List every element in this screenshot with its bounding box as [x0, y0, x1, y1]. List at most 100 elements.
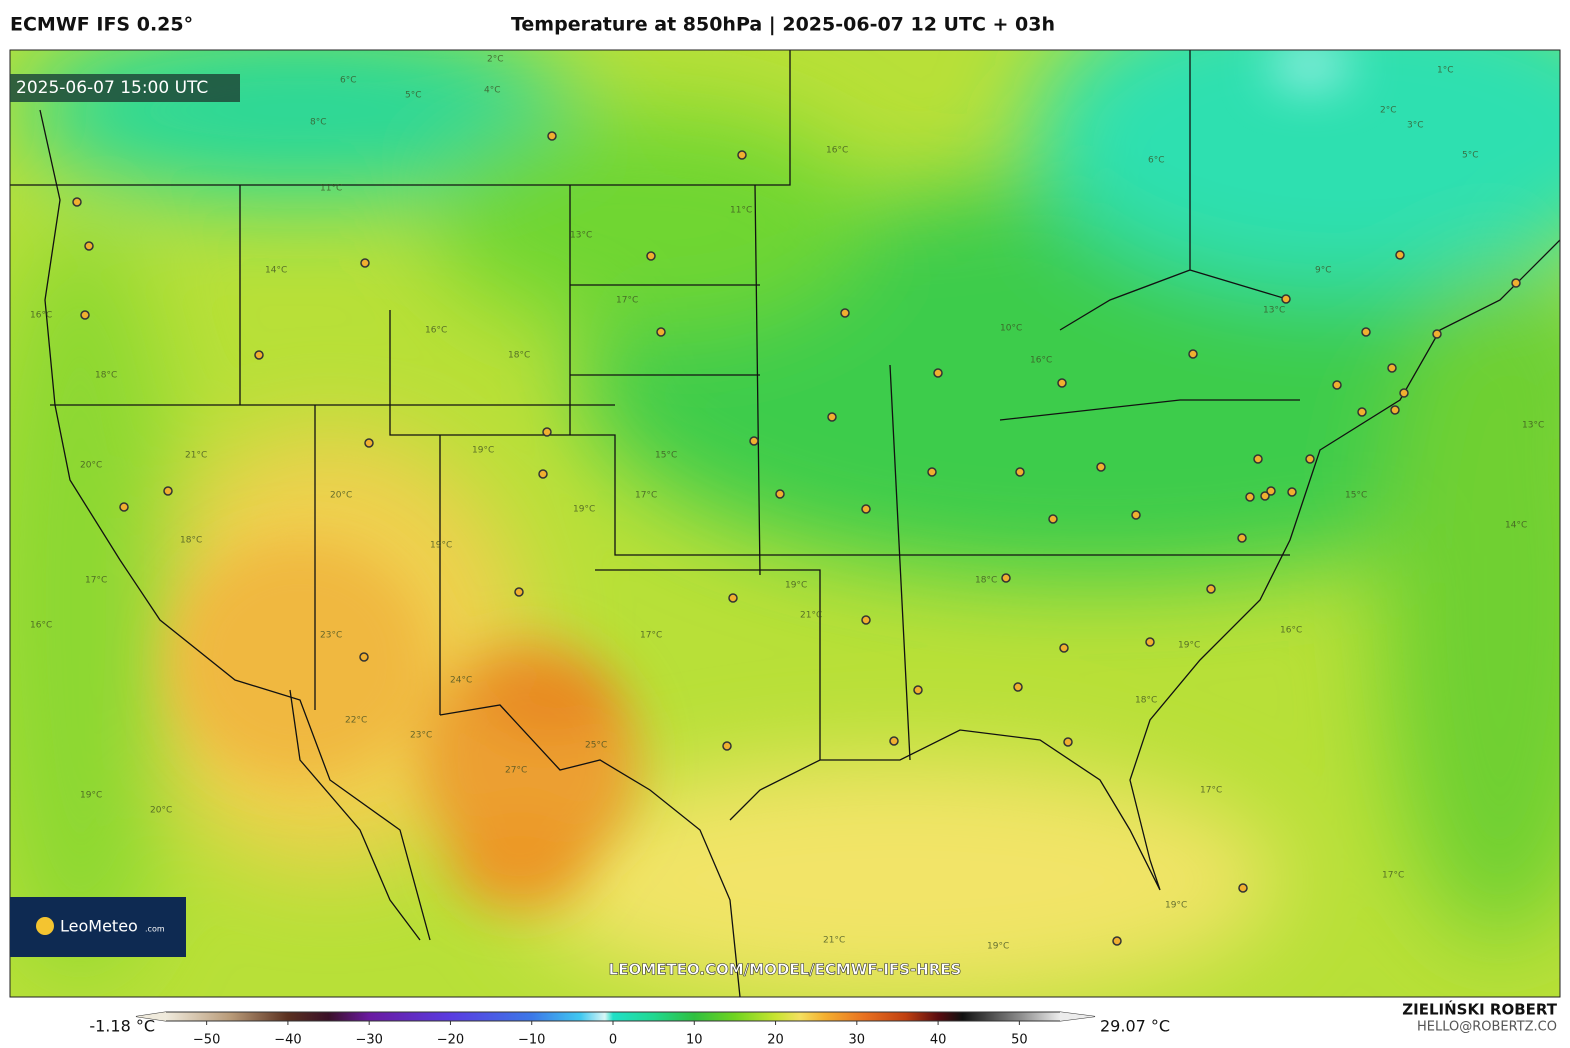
- city: [1266, 486, 1276, 496]
- city: [722, 741, 732, 751]
- contour-label: 17°C: [1382, 871, 1404, 881]
- city: [1287, 487, 1297, 497]
- contour-label: 16°C: [425, 326, 447, 336]
- contour-label: 19°C: [430, 541, 452, 551]
- contour-label: 19°C: [785, 581, 807, 591]
- borders: [10, 50, 1560, 997]
- contour-label: 13°C: [1263, 306, 1285, 316]
- cities: [72, 131, 1521, 946]
- contour-label: 24°C: [450, 676, 472, 686]
- city: [1096, 462, 1106, 472]
- contour-label: 17°C: [635, 491, 657, 501]
- city: [775, 489, 785, 499]
- city: [254, 350, 264, 360]
- city: [1253, 454, 1263, 464]
- city: [1260, 491, 1270, 501]
- city: [514, 587, 524, 597]
- contour-label: 19°C: [472, 446, 494, 456]
- contour-label: 2°C: [487, 55, 504, 65]
- city: [1001, 573, 1011, 583]
- contour-label: 9°C: [1315, 266, 1332, 276]
- colorbar-tick-label: −50: [193, 1033, 220, 1048]
- contour-label: 20°C: [150, 806, 172, 816]
- logo-text: LeoMeteo: [60, 917, 138, 936]
- city: [861, 615, 871, 625]
- colorbar-tick-label: 0: [609, 1033, 617, 1048]
- city: [1281, 294, 1291, 304]
- contour-label: 19°C: [80, 791, 102, 801]
- city: [927, 467, 937, 477]
- city: [749, 436, 759, 446]
- colorbar-tick-label: −10: [518, 1033, 545, 1048]
- contour-label: 21°C: [823, 936, 845, 946]
- contour-label: 19°C: [573, 505, 595, 515]
- colorbar-tick-label: −40: [274, 1033, 301, 1048]
- colorbar-tick-label: 40: [930, 1033, 947, 1048]
- contour-label: 19°C: [1178, 641, 1200, 651]
- city: [1395, 250, 1405, 260]
- city: [1048, 514, 1058, 524]
- contour-label: 18°C: [1135, 696, 1157, 706]
- map-title: Temperature at 850hPa | 2025-06-07 12 UT…: [511, 14, 1055, 36]
- city: [1188, 349, 1198, 359]
- city: [1305, 454, 1315, 464]
- city: [1357, 407, 1367, 417]
- city: [359, 652, 369, 662]
- contour-label: 19°C: [987, 942, 1009, 952]
- contour-label: 10°C: [1000, 324, 1022, 334]
- url: LEOMETEO.COM/MODEL/ECMWF-IFS-HRES: [609, 961, 962, 979]
- contour-label: 2°C: [1380, 106, 1397, 116]
- logo-sun: [36, 917, 54, 935]
- contour-label: 11°C: [730, 206, 752, 216]
- city: [1063, 737, 1073, 747]
- contour-label: 19°C: [1165, 901, 1187, 911]
- city: [861, 504, 871, 514]
- colorbar-tick-label: 30: [849, 1033, 866, 1048]
- city: [933, 368, 943, 378]
- city: [538, 469, 548, 479]
- city: [1399, 388, 1409, 398]
- contour-label: 17°C: [85, 576, 107, 586]
- credit-email: HELLO@ROBERTZ.CO: [1417, 1020, 1557, 1035]
- contour-label: 17°C: [1200, 786, 1222, 796]
- contour-label: 15°C: [1345, 491, 1367, 501]
- contour-label: 18°C: [508, 351, 530, 361]
- city: [163, 486, 173, 496]
- credit-name: ZIELIŃSKI ROBERT: [1402, 1000, 1557, 1019]
- contour-label: 20°C: [80, 461, 102, 471]
- city: [84, 241, 94, 251]
- contour-label: 1°C: [1437, 66, 1454, 76]
- colorbar-tick-label: 50: [1011, 1033, 1028, 1048]
- colorbar-tick-label: 10: [686, 1033, 703, 1048]
- city: [1015, 467, 1025, 477]
- city: [656, 327, 666, 337]
- city: [840, 308, 850, 318]
- contour-label: 18°C: [975, 576, 997, 586]
- contour-label: 21°C: [185, 451, 207, 461]
- city: [1245, 492, 1255, 502]
- city: [1390, 405, 1400, 415]
- city: [1057, 378, 1067, 388]
- contour-label: 16°C: [1280, 626, 1302, 636]
- city: [913, 685, 923, 695]
- valid-time: 2025-06-07 15:00 UTC: [16, 78, 208, 98]
- city: [119, 502, 129, 512]
- contour-label: 27°C: [505, 766, 527, 776]
- city: [547, 131, 557, 141]
- map: 2°C 6°C 4°C 5°C 8°C 11°C 16°C 11°C 13°C 14°C 16°C 1…: [10, 50, 1560, 997]
- city: [80, 310, 90, 320]
- contour-label: 6°C: [1148, 156, 1165, 166]
- contour-label: 16°C: [826, 146, 848, 156]
- map-frame: [9, 49, 1561, 998]
- city: [1145, 637, 1155, 647]
- city: [542, 427, 552, 437]
- city: [1059, 643, 1069, 653]
- colorbar-right-tip: [1060, 1012, 1095, 1021]
- contour-label: 18°C: [180, 536, 202, 546]
- contour-label: 15°C: [655, 451, 677, 461]
- contour-label: 6°C: [340, 76, 357, 86]
- contour-label: 13°C: [1522, 421, 1544, 431]
- city: [737, 150, 747, 160]
- model-name: ECMWF IFS 0.25°: [10, 14, 193, 36]
- colorbar-tick-label: 20: [767, 1033, 784, 1048]
